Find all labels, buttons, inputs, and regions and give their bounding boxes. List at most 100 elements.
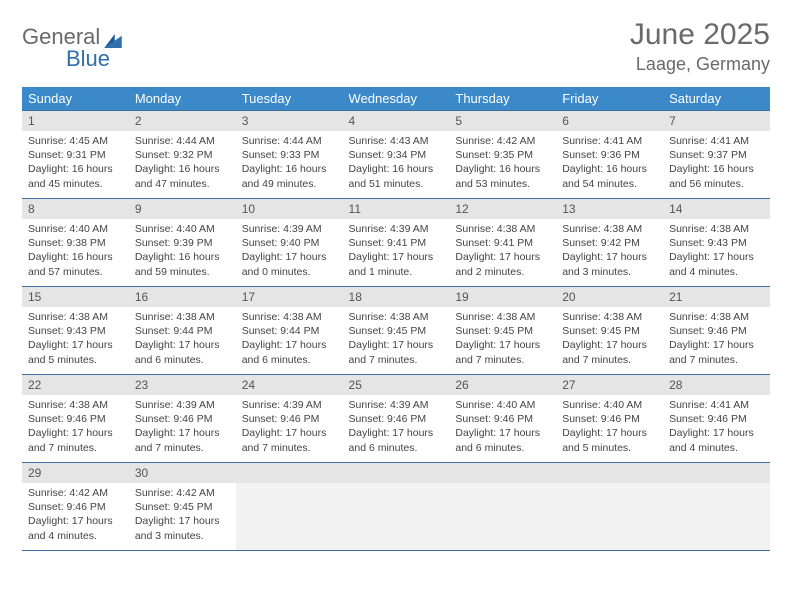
day-body: Sunrise: 4:39 AMSunset: 9:46 PMDaylight:…: [129, 395, 236, 459]
sunrise-text: Sunrise: 4:38 AM: [28, 310, 123, 324]
day-body: Sunrise: 4:40 AMSunset: 9:46 PMDaylight:…: [449, 395, 556, 459]
sunrise-text: Sunrise: 4:38 AM: [242, 310, 337, 324]
calendar-day-cell: 23Sunrise: 4:39 AMSunset: 9:46 PMDayligh…: [129, 375, 236, 463]
sunrise-text: Sunrise: 4:38 AM: [349, 310, 444, 324]
daylight-text: Daylight: 17 hours and 5 minutes.: [28, 338, 123, 366]
daylight-text: Daylight: 17 hours and 7 minutes.: [669, 338, 764, 366]
sunset-text: Sunset: 9:32 PM: [135, 148, 230, 162]
sunset-text: Sunset: 9:38 PM: [28, 236, 123, 250]
day-body: Sunrise: 4:42 AMSunset: 9:35 PMDaylight:…: [449, 131, 556, 195]
calendar-day-cell: [449, 463, 556, 551]
day-body: Sunrise: 4:38 AMSunset: 9:43 PMDaylight:…: [663, 219, 770, 283]
calendar-day-cell: 14Sunrise: 4:38 AMSunset: 9:43 PMDayligh…: [663, 199, 770, 287]
calendar-day-cell: 26Sunrise: 4:40 AMSunset: 9:46 PMDayligh…: [449, 375, 556, 463]
calendar-week-row: 15Sunrise: 4:38 AMSunset: 9:43 PMDayligh…: [22, 287, 770, 375]
day-body: Sunrise: 4:38 AMSunset: 9:45 PMDaylight:…: [556, 307, 663, 371]
title-block: June 2025 Laage, Germany: [630, 18, 770, 75]
day-body: Sunrise: 4:38 AMSunset: 9:41 PMDaylight:…: [449, 219, 556, 283]
sunset-text: Sunset: 9:31 PM: [28, 148, 123, 162]
sunrise-text: Sunrise: 4:40 AM: [28, 222, 123, 236]
sunrise-text: Sunrise: 4:40 AM: [455, 398, 550, 412]
sunset-text: Sunset: 9:46 PM: [669, 412, 764, 426]
calendar-day-cell: [236, 463, 343, 551]
sunrise-text: Sunrise: 4:38 AM: [562, 310, 657, 324]
col-wednesday: Wednesday: [343, 87, 450, 111]
day-number-empty: [236, 463, 343, 483]
day-number: 3: [236, 111, 343, 131]
day-number: 14: [663, 199, 770, 219]
day-number: 18: [343, 287, 450, 307]
daylight-text: Daylight: 17 hours and 6 minutes.: [242, 338, 337, 366]
calendar-day-cell: 22Sunrise: 4:38 AMSunset: 9:46 PMDayligh…: [22, 375, 129, 463]
sunset-text: Sunset: 9:35 PM: [455, 148, 550, 162]
sunrise-text: Sunrise: 4:43 AM: [349, 134, 444, 148]
daylight-text: Daylight: 17 hours and 4 minutes.: [669, 250, 764, 278]
calendar-day-cell: 9Sunrise: 4:40 AMSunset: 9:39 PMDaylight…: [129, 199, 236, 287]
daylight-text: Daylight: 16 hours and 49 minutes.: [242, 162, 337, 190]
daylight-text: Daylight: 16 hours and 51 minutes.: [349, 162, 444, 190]
daylight-text: Daylight: 17 hours and 6 minutes.: [349, 426, 444, 454]
daylight-text: Daylight: 17 hours and 7 minutes.: [349, 338, 444, 366]
day-body: Sunrise: 4:38 AMSunset: 9:44 PMDaylight:…: [236, 307, 343, 371]
daylight-text: Daylight: 16 hours and 57 minutes.: [28, 250, 123, 278]
sunset-text: Sunset: 9:39 PM: [135, 236, 230, 250]
sunset-text: Sunset: 9:46 PM: [135, 412, 230, 426]
sunset-text: Sunset: 9:34 PM: [349, 148, 444, 162]
sunset-text: Sunset: 9:45 PM: [135, 500, 230, 514]
calendar-day-cell: [663, 463, 770, 551]
col-monday: Monday: [129, 87, 236, 111]
col-thursday: Thursday: [449, 87, 556, 111]
sunrise-text: Sunrise: 4:41 AM: [669, 398, 764, 412]
day-number: 16: [129, 287, 236, 307]
day-number-empty: [663, 463, 770, 483]
sunrise-text: Sunrise: 4:38 AM: [455, 310, 550, 324]
day-body-empty: [449, 483, 556, 550]
calendar-day-cell: 27Sunrise: 4:40 AMSunset: 9:46 PMDayligh…: [556, 375, 663, 463]
day-body: Sunrise: 4:38 AMSunset: 9:44 PMDaylight:…: [129, 307, 236, 371]
calendar-day-cell: 18Sunrise: 4:38 AMSunset: 9:45 PMDayligh…: [343, 287, 450, 375]
sunrise-text: Sunrise: 4:38 AM: [669, 222, 764, 236]
calendar-day-cell: 19Sunrise: 4:38 AMSunset: 9:45 PMDayligh…: [449, 287, 556, 375]
sunrise-text: Sunrise: 4:39 AM: [349, 398, 444, 412]
sunrise-text: Sunrise: 4:39 AM: [242, 398, 337, 412]
day-number: 29: [22, 463, 129, 483]
col-friday: Friday: [556, 87, 663, 111]
day-number: 5: [449, 111, 556, 131]
calendar-body: 1Sunrise: 4:45 AMSunset: 9:31 PMDaylight…: [22, 111, 770, 551]
calendar-day-cell: 8Sunrise: 4:40 AMSunset: 9:38 PMDaylight…: [22, 199, 129, 287]
sunrise-text: Sunrise: 4:42 AM: [28, 486, 123, 500]
day-number: 24: [236, 375, 343, 395]
day-body: Sunrise: 4:38 AMSunset: 9:45 PMDaylight:…: [343, 307, 450, 371]
day-body: Sunrise: 4:40 AMSunset: 9:46 PMDaylight:…: [556, 395, 663, 459]
day-number: 2: [129, 111, 236, 131]
day-number: 20: [556, 287, 663, 307]
calendar-day-cell: 10Sunrise: 4:39 AMSunset: 9:40 PMDayligh…: [236, 199, 343, 287]
daylight-text: Daylight: 17 hours and 4 minutes.: [669, 426, 764, 454]
sunset-text: Sunset: 9:46 PM: [562, 412, 657, 426]
calendar-day-cell: 2Sunrise: 4:44 AMSunset: 9:32 PMDaylight…: [129, 111, 236, 199]
sunset-text: Sunset: 9:41 PM: [455, 236, 550, 250]
day-body: Sunrise: 4:38 AMSunset: 9:46 PMDaylight:…: [663, 307, 770, 371]
calendar-day-cell: 6Sunrise: 4:41 AMSunset: 9:36 PMDaylight…: [556, 111, 663, 199]
daylight-text: Daylight: 16 hours and 54 minutes.: [562, 162, 657, 190]
calendar-week-row: 8Sunrise: 4:40 AMSunset: 9:38 PMDaylight…: [22, 199, 770, 287]
day-number: 7: [663, 111, 770, 131]
sunrise-text: Sunrise: 4:40 AM: [562, 398, 657, 412]
sunset-text: Sunset: 9:33 PM: [242, 148, 337, 162]
calendar-day-cell: 25Sunrise: 4:39 AMSunset: 9:46 PMDayligh…: [343, 375, 450, 463]
calendar-day-cell: [343, 463, 450, 551]
sunrise-text: Sunrise: 4:41 AM: [562, 134, 657, 148]
calendar-day-cell: 28Sunrise: 4:41 AMSunset: 9:46 PMDayligh…: [663, 375, 770, 463]
day-number: 30: [129, 463, 236, 483]
daylight-text: Daylight: 16 hours and 53 minutes.: [455, 162, 550, 190]
day-body: Sunrise: 4:41 AMSunset: 9:46 PMDaylight:…: [663, 395, 770, 459]
sunset-text: Sunset: 9:46 PM: [28, 500, 123, 514]
day-number: 21: [663, 287, 770, 307]
header: GeneralBlue June 2025 Laage, Germany: [22, 18, 770, 75]
day-number: 12: [449, 199, 556, 219]
day-body: Sunrise: 4:40 AMSunset: 9:39 PMDaylight:…: [129, 219, 236, 283]
calendar-header-row: Sunday Monday Tuesday Wednesday Thursday…: [22, 87, 770, 111]
daylight-text: Daylight: 17 hours and 4 minutes.: [28, 514, 123, 542]
day-number-empty: [343, 463, 450, 483]
daylight-text: Daylight: 16 hours and 45 minutes.: [28, 162, 123, 190]
